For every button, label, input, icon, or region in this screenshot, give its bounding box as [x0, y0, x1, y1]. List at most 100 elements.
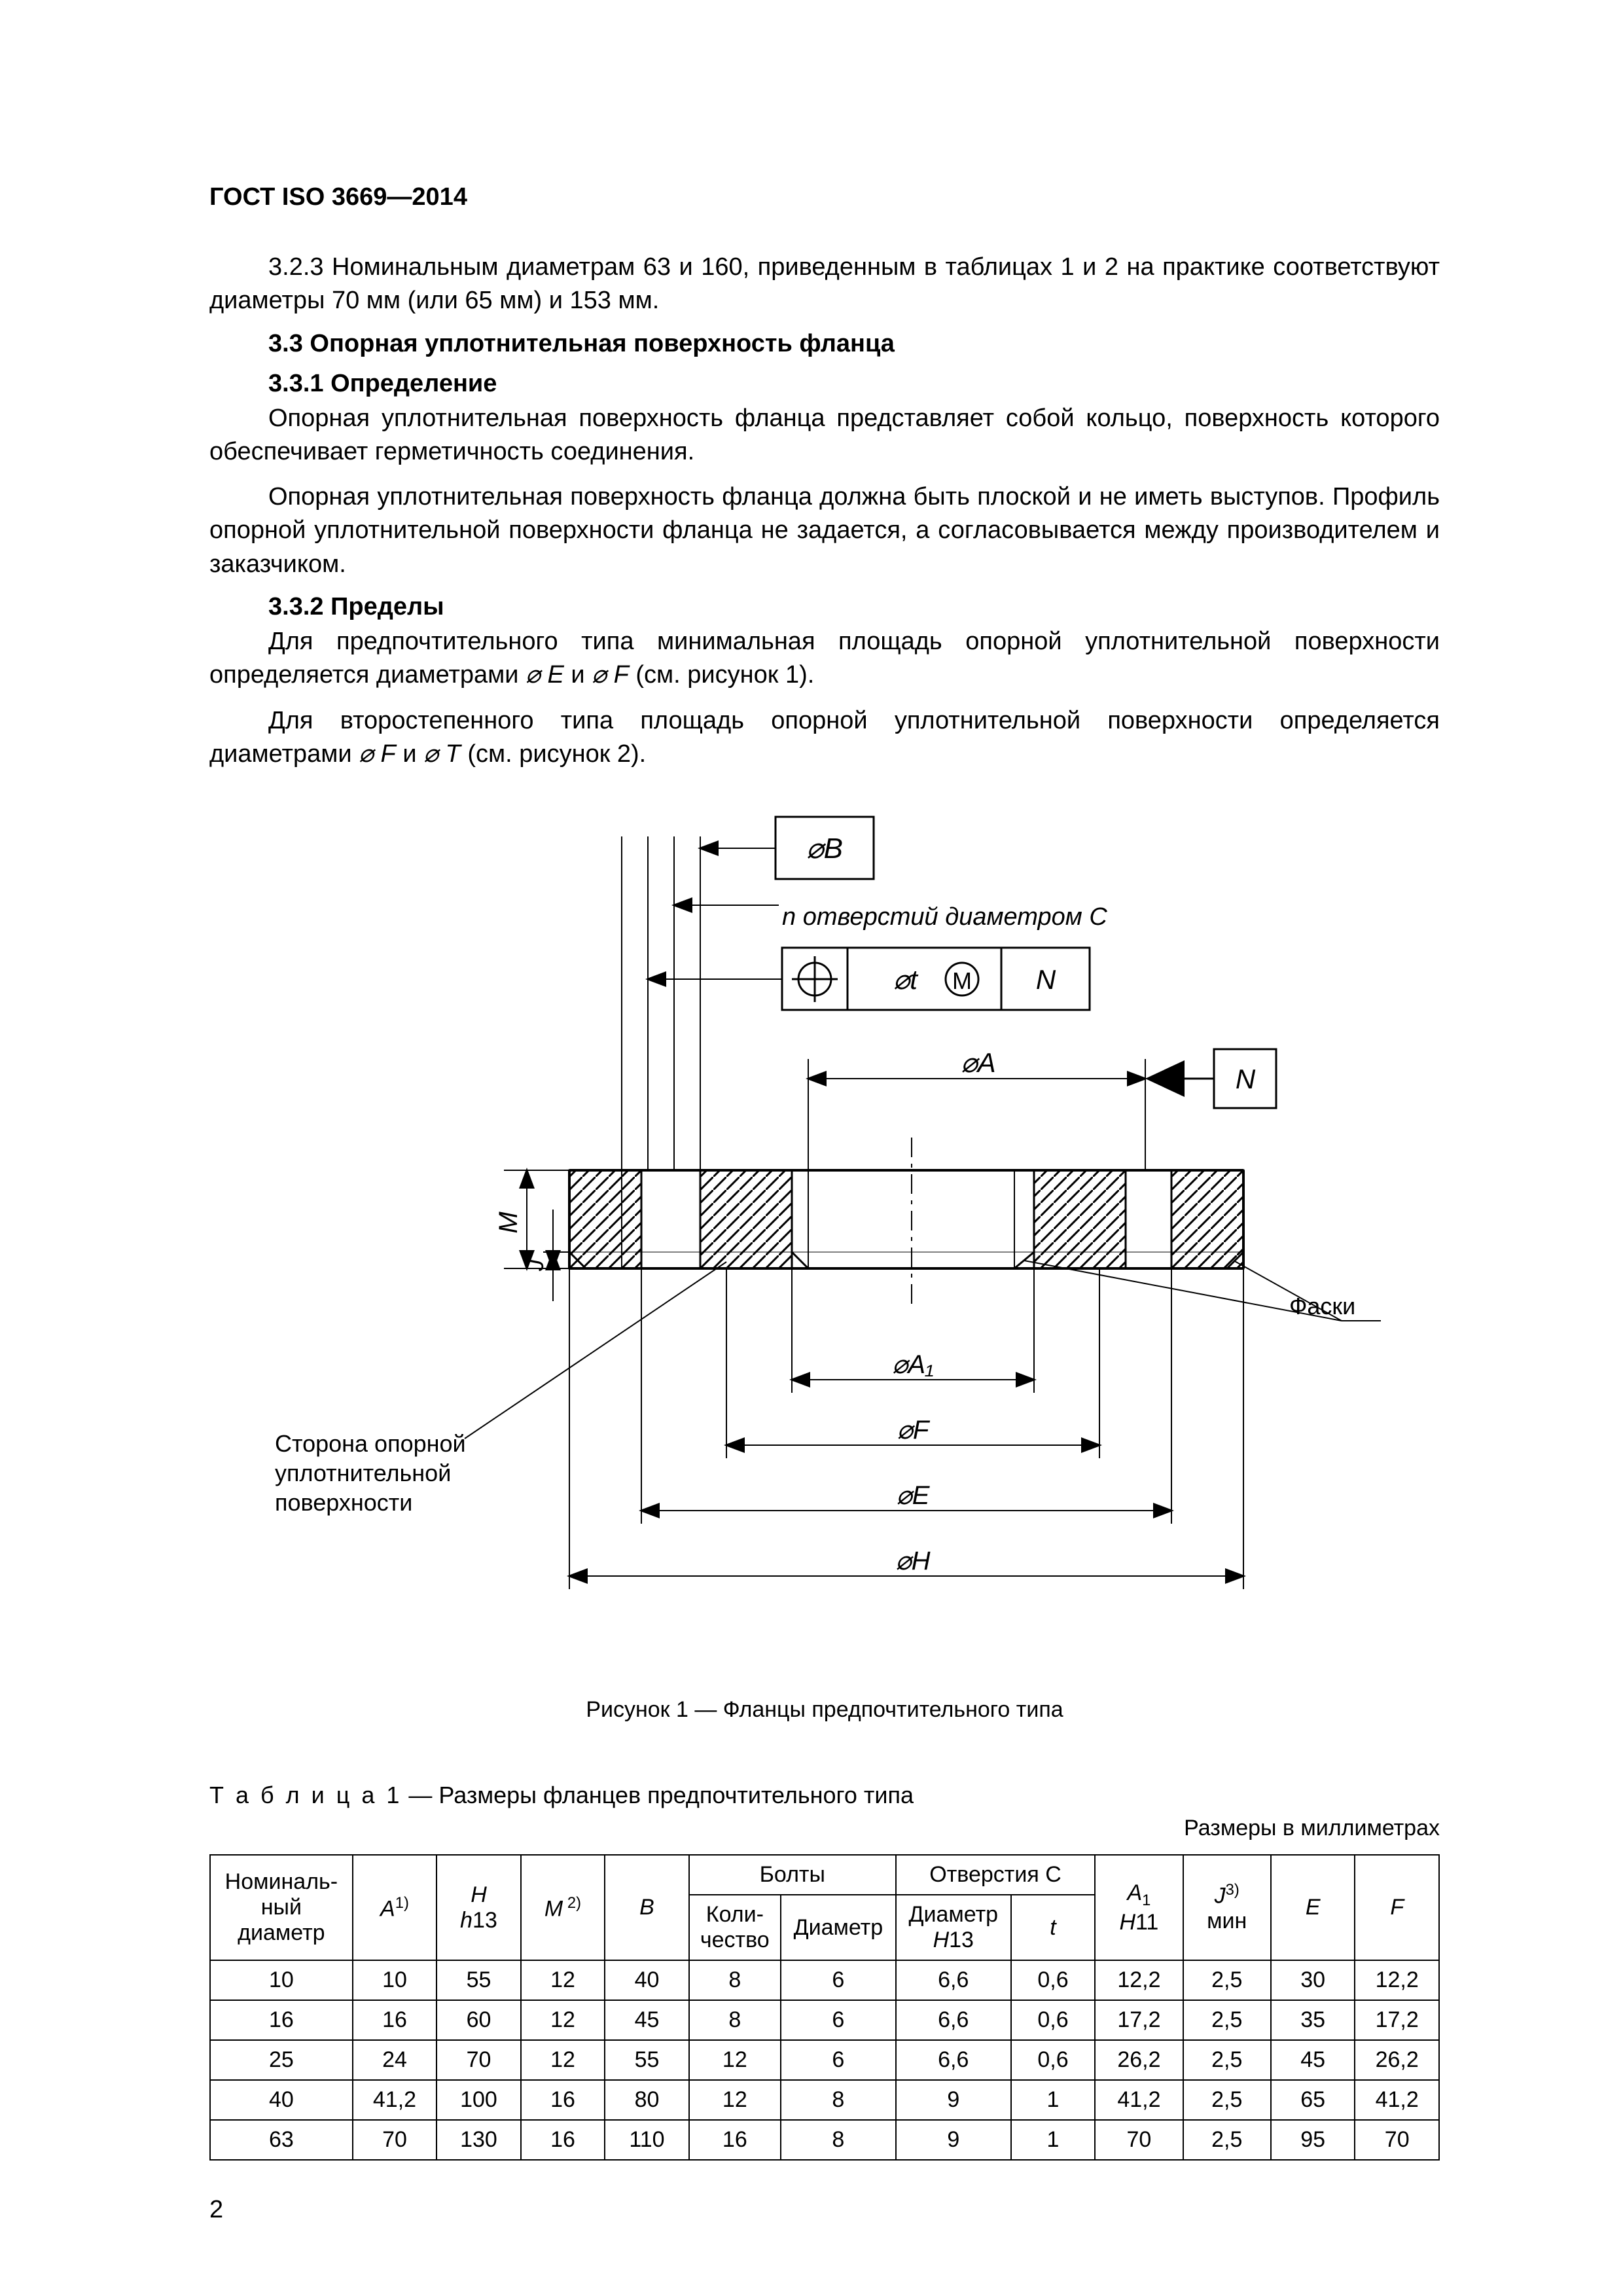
table-cell: 12,2: [1355, 1960, 1439, 2000]
table-cell: 70: [353, 2120, 437, 2160]
col-bolt-qty: Коли-чество: [689, 1895, 781, 1960]
table-cell: 26,2: [1355, 2040, 1439, 2080]
table-cell: 2,5: [1183, 2000, 1271, 2040]
table-cell: 45: [1271, 2040, 1355, 2080]
label-dim-j: J: [522, 1259, 548, 1272]
table-cell: 12: [689, 2080, 781, 2120]
table-cell: 2,5: [1183, 2080, 1271, 2120]
datum-n: N: [1236, 1064, 1256, 1094]
col-j: J3)мин: [1183, 1855, 1271, 1960]
table-cell: 26,2: [1095, 2040, 1183, 2080]
table-cell: 6: [781, 2000, 896, 2040]
table-cell: 17,2: [1095, 2000, 1183, 2040]
document-header: ГОСТ ISO 3669—2014: [209, 183, 1440, 211]
table-cell: 9: [896, 2120, 1011, 2160]
table-cell: 16: [210, 2000, 353, 2040]
svg-text:⌀t: ⌀t: [893, 964, 919, 995]
table-row: 4041,210016801289141,22,56541,2: [210, 2080, 1439, 2120]
table-cell: 9: [896, 2080, 1011, 2120]
col-m: M 2): [521, 1855, 605, 1960]
label-dim-m: M: [494, 1211, 523, 1234]
table-row: 63701301611016891702,59570: [210, 2120, 1439, 2160]
table-cell: 10: [210, 1960, 353, 2000]
label-diam-a: ⌀A: [961, 1047, 995, 1078]
paragraph-331a: Опорная уплотнительная поверхность фланц…: [209, 402, 1440, 469]
table-cell: 2,5: [1183, 2040, 1271, 2080]
col-h: Hh13: [437, 1855, 521, 1960]
table-cell: 65: [1271, 2080, 1355, 2120]
table-cell: 10: [353, 1960, 437, 2000]
table-cell: 55: [605, 2040, 689, 2080]
table-cell: 6,6: [896, 1960, 1011, 2000]
side-note-2: уплотнительной: [275, 1460, 451, 1486]
table-cell: 45: [605, 2000, 689, 2040]
figure-1-caption: Рисунок 1 — Фланцы предпочтительного тип…: [209, 1697, 1440, 1723]
table-cell: 63: [210, 2120, 353, 2160]
col-holes: Отверстия C: [896, 1855, 1095, 1895]
table-cell: 35: [1271, 2000, 1355, 2040]
label-diam-b: ⌀B: [806, 833, 843, 865]
paragraph-332b: Для второстепенного типа площадь опорной…: [209, 704, 1440, 772]
table-cell: 24: [353, 2040, 437, 2080]
col-hole-dia: ДиаметрH13: [896, 1895, 1011, 1960]
flange-cross-section: [569, 1138, 1243, 1308]
table-cell: 12: [689, 2040, 781, 2080]
table-cell: 70: [437, 2040, 521, 2080]
table-cell: 12: [521, 1960, 605, 2000]
table-cell: 30: [1271, 1960, 1355, 2000]
table-cell: 130: [437, 2120, 521, 2160]
flange-diagram-svg: ⌀B n отверстий диаметром C ⌀t M N: [268, 797, 1381, 1661]
table-cell: 16: [521, 2120, 605, 2160]
col-f: F: [1355, 1855, 1439, 1960]
table-row: 1616601245866,60,617,22,53517,2: [210, 2000, 1439, 2040]
label-diam-f: ⌀F: [897, 1416, 931, 1444]
col-nominal: Номиналь-ный диаметр: [210, 1855, 353, 1960]
table-cell: 16: [689, 2120, 781, 2160]
label-diam-h: ⌀H: [896, 1547, 931, 1575]
page-number: 2: [209, 2196, 223, 2224]
section-3-3-title: 3.3 Опорная уплотнительная поверхность ф…: [209, 330, 1440, 358]
table-cell: 8: [781, 2120, 896, 2160]
svg-text:M: M: [952, 967, 972, 994]
col-t: t: [1011, 1895, 1096, 1960]
table-cell: 55: [437, 1960, 521, 2000]
col-e: E: [1271, 1855, 1355, 1960]
table-cell: 70: [1095, 2120, 1183, 2160]
label-diam-a1: ⌀A₁: [892, 1350, 933, 1379]
table-cell: 16: [353, 2000, 437, 2040]
table-cell: 70: [1355, 2120, 1439, 2160]
table-cell: 41,2: [1355, 2080, 1439, 2120]
table-cell: 40: [210, 2080, 353, 2120]
col-bolts: Болты: [689, 1855, 896, 1895]
table-cell: 17,2: [1355, 2000, 1439, 2040]
table-cell: 25: [210, 2040, 353, 2080]
table-cell: 8: [689, 1960, 781, 2000]
table-cell: 41,2: [1095, 2080, 1183, 2120]
table-cell: 16: [521, 2080, 605, 2120]
col-bolt-dia: Диаметр: [781, 1895, 896, 1960]
paragraph-331b: Опорная уплотнительная поверхность фланц…: [209, 480, 1440, 581]
table-cell: 110: [605, 2120, 689, 2160]
table-cell: 0,6: [1011, 1960, 1096, 2000]
table-cell: 8: [781, 2080, 896, 2120]
side-note-1: Сторона опорной: [275, 1430, 466, 1457]
label-chamfer: Фаски: [1289, 1293, 1355, 1319]
table-cell: 0,6: [1011, 2040, 1096, 2080]
paragraph-332a: Для предпочтительного типа минимальная п…: [209, 625, 1440, 692]
table-row: 1010551240866,60,612,22,53012,2: [210, 1960, 1439, 2000]
table-cell: 2,5: [1183, 1960, 1271, 2000]
label-hole-note: n отверстий диаметром C: [782, 903, 1107, 931]
side-note-3: поверхности: [275, 1489, 412, 1516]
label-diam-e: ⌀E: [897, 1481, 931, 1510]
table-cell: 60: [437, 2000, 521, 2040]
table-cell: 6,6: [896, 2000, 1011, 2040]
table-cell: 12,2: [1095, 1960, 1183, 2000]
table-cell: 12: [521, 2040, 605, 2080]
table-cell: 6: [781, 1960, 896, 2000]
table-cell: 95: [1271, 2120, 1355, 2160]
section-3-3-1-title: 3.3.1 Определение: [209, 370, 1440, 398]
table-cell: 8: [689, 2000, 781, 2040]
paragraph-323: 3.2.3 Номинальным диаметрам 63 и 160, пр…: [209, 251, 1440, 318]
table-cell: 6: [781, 2040, 896, 2080]
col-b: B: [605, 1855, 689, 1960]
